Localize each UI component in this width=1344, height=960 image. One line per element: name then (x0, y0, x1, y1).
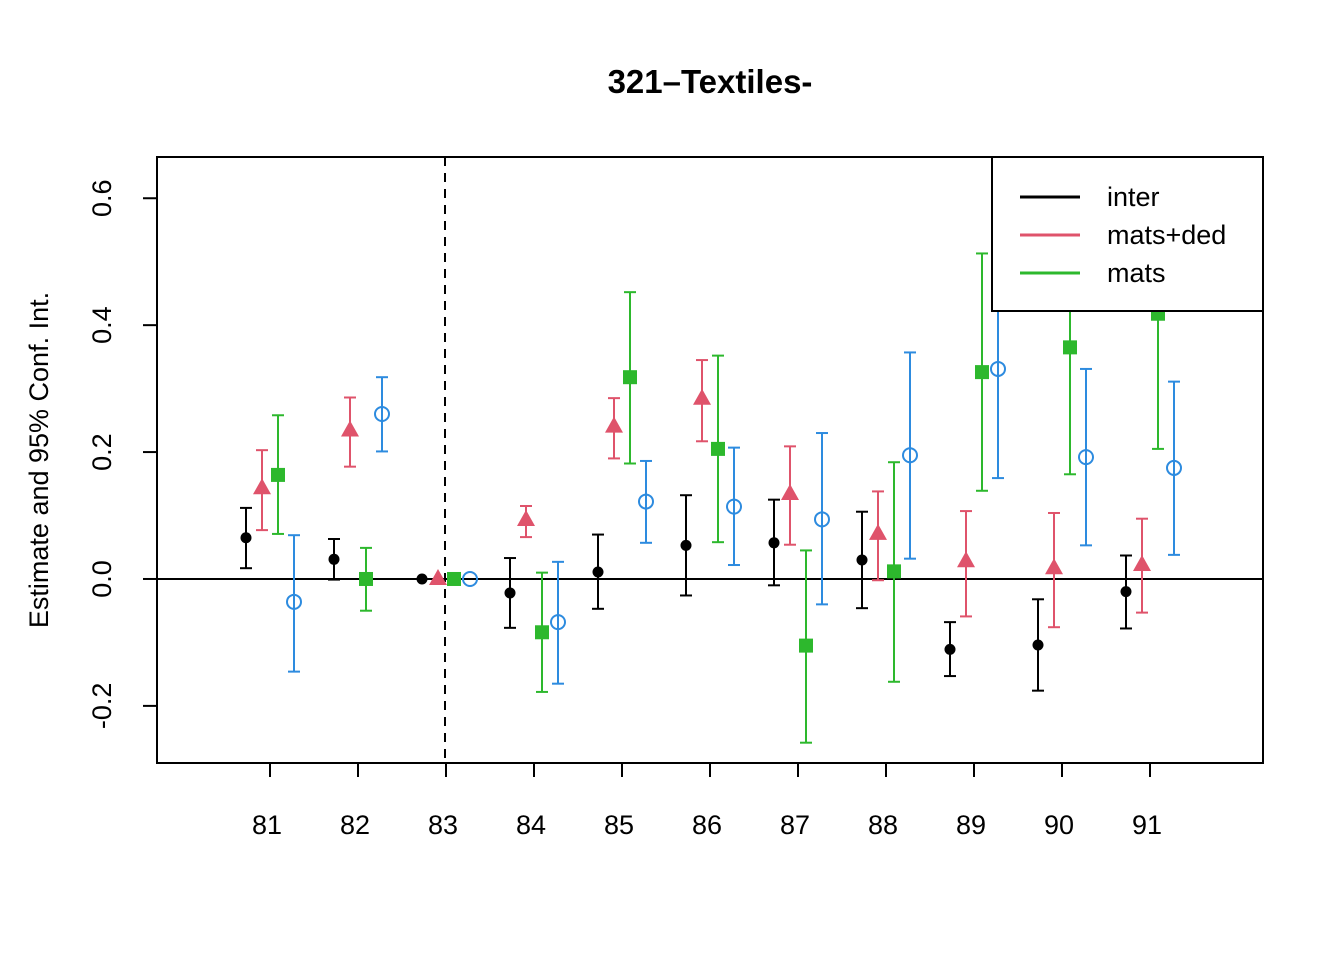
series-4 (286, 258, 1182, 685)
data-point (416, 573, 428, 585)
data-point (1078, 449, 1094, 466)
axes: 81 82 83 84 85 86 87 88 89 90 91 -0.2 0.0 0.2 0.4 0.6 (87, 179, 1162, 840)
error-bar (640, 459, 652, 544)
data-point (447, 571, 461, 586)
data-point (550, 614, 566, 631)
data-point (359, 571, 373, 586)
legend-label: mats (1107, 258, 1166, 288)
error-bar (904, 351, 916, 560)
data-point (1120, 586, 1132, 598)
data-point (957, 551, 975, 568)
data-point (1045, 558, 1063, 575)
error-bar (1168, 380, 1180, 556)
x-tick-label: 89 (956, 810, 986, 840)
y-tick-label: 0.4 (87, 306, 117, 344)
data-point (726, 498, 742, 515)
data-point (781, 483, 799, 500)
data-point (341, 420, 359, 437)
data-point (1133, 555, 1151, 572)
y-axis-label: Estimate and 95% Conf. Int. (24, 292, 54, 628)
data-point (504, 587, 516, 599)
x-tick-label: 85 (604, 810, 634, 840)
data-point (814, 511, 830, 528)
y-tick-label: 0.2 (87, 433, 117, 471)
data-point (1166, 459, 1182, 476)
error-bar (1080, 367, 1092, 547)
data-point (990, 360, 1006, 377)
data-point (240, 532, 252, 544)
data-point (605, 416, 623, 433)
error-bar (728, 446, 740, 567)
data-point (693, 388, 711, 405)
data-point (286, 593, 302, 610)
data-point (887, 564, 901, 579)
error-bar (552, 560, 564, 685)
data-point (680, 539, 692, 551)
data-point (328, 553, 340, 565)
data-point (944, 643, 956, 655)
y-tick-label: -0.2 (87, 683, 117, 730)
x-tick-label: 86 (692, 810, 722, 840)
data-point (799, 638, 813, 653)
x-tick-label: 88 (868, 810, 898, 840)
legend-item: mats+ded (1020, 220, 1226, 250)
chart-title: 321–Textiles- (608, 63, 813, 100)
x-tick-label: 81 (252, 810, 282, 840)
data-point (768, 537, 780, 549)
data-point (856, 554, 868, 566)
legend-label: mats+ded (1107, 220, 1226, 250)
data-point (902, 447, 918, 464)
data-point (623, 370, 637, 385)
data-point (374, 405, 390, 422)
data-point (592, 566, 604, 578)
series-2 (253, 359, 1151, 629)
x-tick-label: 90 (1044, 810, 1074, 840)
data-point (869, 523, 887, 540)
y-tick-label: 0.6 (87, 179, 117, 217)
error-bar (376, 376, 388, 453)
x-tick-label: 91 (1132, 810, 1162, 840)
data-point (1063, 340, 1077, 355)
data-point (429, 568, 447, 585)
data-point (1032, 639, 1044, 651)
legend-item: mats (1020, 258, 1166, 288)
x-tick-label: 82 (340, 810, 370, 840)
x-tick-label: 87 (780, 810, 810, 840)
x-tick-label: 84 (516, 810, 546, 840)
data-point (535, 625, 549, 640)
error-bar (288, 534, 300, 673)
data-point (711, 441, 725, 456)
data-point (462, 570, 478, 587)
series-1 (240, 494, 1132, 692)
data-point (638, 493, 654, 510)
y-tick-label: 0.0 (87, 560, 117, 598)
error-bar (816, 432, 828, 606)
data-point (253, 478, 271, 495)
legend-label: inter (1107, 182, 1160, 212)
data-point (517, 509, 535, 526)
data-point (271, 467, 285, 482)
legend-item: inter (1020, 182, 1160, 212)
legend: inter mats+ded mats (991, 156, 1264, 312)
x-tick-label: 83 (428, 810, 458, 840)
data-point (975, 365, 989, 380)
